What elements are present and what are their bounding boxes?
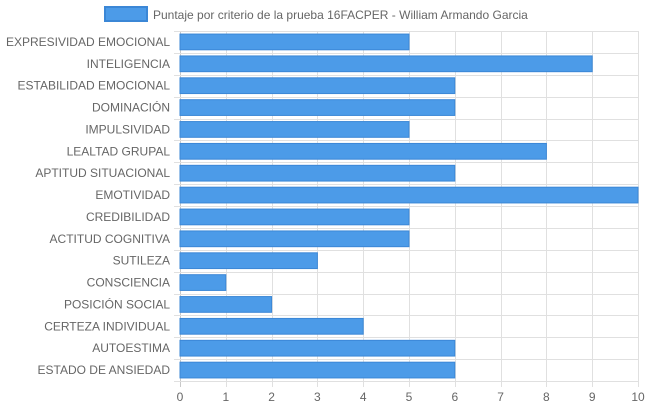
bar[interactable] — [179, 296, 273, 313]
y-tick-label: ACTITUD COGNITIVA — [50, 232, 170, 246]
bar[interactable] — [179, 99, 456, 116]
y-tick-label: LEALTAD GRUPAL — [67, 144, 171, 158]
y-tick-label: CONSCIENCIA — [87, 276, 170, 290]
bars — [179, 33, 639, 379]
x-tick-label: 0 — [177, 390, 184, 404]
y-tick-label: EXPRESIVIDAD EMOCIONAL — [6, 35, 170, 49]
legend-label: Puntaje por criterio de la prueba 16FACP… — [153, 8, 528, 22]
x-tick-label: 9 — [589, 390, 596, 404]
y-tick-label: ESTADO DE ANSIEDAD — [38, 363, 171, 377]
y-tick-label: IMPULSIVIDAD — [85, 122, 170, 136]
bar[interactable] — [179, 142, 547, 160]
legend-swatch — [104, 6, 148, 22]
bar[interactable] — [179, 208, 410, 226]
x-tick-label: 4 — [360, 390, 367, 404]
y-tick-label: APTITUD SITUACIONAL — [35, 166, 170, 180]
y-tick-label: CERTEZA INDIVIDUAL — [44, 319, 170, 333]
x-tick-label: 7 — [497, 390, 504, 404]
bar[interactable] — [179, 252, 318, 270]
legend[interactable]: Puntaje por criterio de la prueba 16FACP… — [104, 6, 528, 22]
bar[interactable] — [179, 274, 227, 291]
bar[interactable] — [179, 361, 456, 379]
x-tick-label: 2 — [268, 390, 275, 404]
y-tick-label: POSICIÓN SOCIAL — [64, 296, 170, 311]
bar[interactable] — [179, 164, 456, 182]
y-tick-label: SUTILEZA — [113, 254, 170, 268]
x-tick-label: 1 — [222, 390, 229, 404]
x-tick-label: 8 — [543, 390, 550, 404]
bar[interactable] — [179, 77, 456, 95]
bar[interactable] — [179, 317, 364, 335]
x-axis-labels: 0 1 2 3 4 5 6 7 8 9 10 — [177, 390, 645, 404]
bar[interactable] — [179, 33, 410, 51]
bar[interactable] — [179, 121, 410, 138]
y-tick-label: INTELIGENCIA — [87, 57, 170, 71]
y-tick-label: ESTABILIDAD EMOCIONAL — [18, 79, 171, 93]
x-tick-label: 10 — [631, 390, 645, 404]
y-tick-label: AUTOESTIMA — [92, 341, 170, 355]
y-tick-label: EMOTIVIDAD — [95, 188, 170, 202]
bar[interactable] — [179, 339, 456, 357]
bar[interactable] — [179, 230, 410, 248]
x-tick-label: 5 — [406, 390, 413, 404]
bar[interactable] — [179, 186, 639, 204]
bar[interactable] — [179, 55, 593, 73]
y-tick-label: CREDIBILIDAD — [86, 210, 170, 224]
x-tick-label: 6 — [451, 390, 458, 404]
y-axis-labels: EXPRESIVIDAD EMOCIONAL INTELIGENCIA ESTABI… — [6, 35, 170, 377]
y-tick-label: DOMINACIÓN — [92, 100, 170, 115]
x-tick-label: 3 — [314, 390, 321, 404]
